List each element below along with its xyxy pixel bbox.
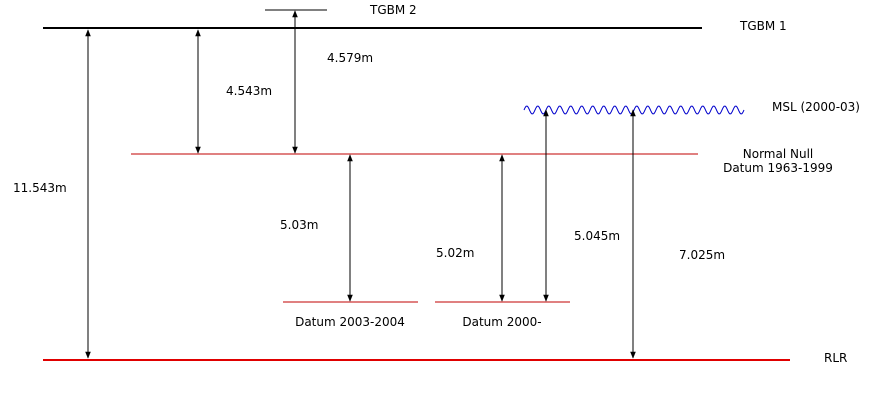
- measure-tgbm1-rlr: 11.543m: [13, 181, 67, 195]
- normal-null-datum-label: Datum 1963-1999: [723, 161, 833, 175]
- normal-null-label: Normal Null: [743, 147, 813, 161]
- rlr-label: RLR: [824, 351, 847, 365]
- measure-normal-null-datum-2000: 5.02m: [436, 246, 474, 260]
- datum-2000-label: Datum 2000-: [462, 315, 541, 329]
- datum-2003-2004-label: Datum 2003-2004: [295, 315, 405, 329]
- measure-msl-rlr: 7.025m: [679, 248, 725, 262]
- tgbm1-label: TGBM 1: [739, 19, 787, 33]
- tgbm2-label: TGBM 2: [369, 3, 417, 17]
- measure-tgbm2-normal-null: 4.579m: [327, 51, 373, 65]
- msl-wave: [523, 105, 745, 115]
- measure-normal-null-datum-2003: 5.03m: [280, 218, 318, 232]
- measure-tgbm1-normal-null: 4.543m: [226, 84, 272, 98]
- msl-label: MSL (2000-03): [772, 100, 860, 114]
- measure-msl-datum-2000: 5.045m: [574, 229, 620, 243]
